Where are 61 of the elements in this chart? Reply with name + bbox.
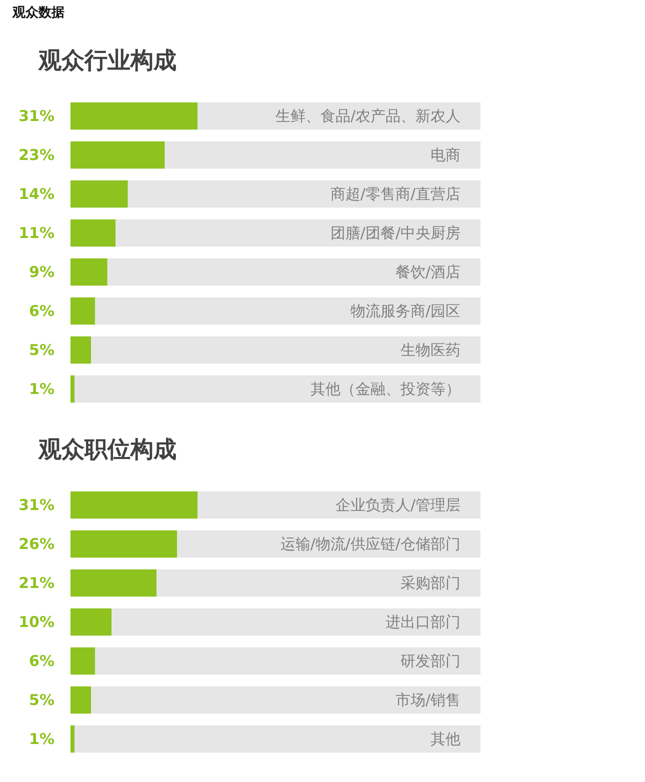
bar	[70, 725, 75, 753]
bar	[70, 141, 165, 169]
bar	[70, 180, 128, 208]
bar	[70, 219, 116, 247]
bar	[95, 647, 480, 675]
bar	[156, 569, 480, 597]
y-tick-label: 生鲜、食品/农产品、新农人	[275, 107, 461, 125]
bar	[70, 686, 91, 714]
data-label: 11%	[18, 224, 55, 242]
y-tick-label: 商超/零售商/直营店	[330, 185, 460, 203]
bar	[164, 141, 480, 169]
bar	[70, 336, 91, 364]
bar	[95, 297, 480, 325]
bar	[70, 375, 75, 403]
chart-title: 观众职位构成	[38, 437, 176, 463]
y-tick-label: 运输/物流/供应链/仓储部门	[280, 535, 461, 553]
y-tick-label: 市场/销售	[395, 691, 461, 709]
data-label: 21%	[18, 574, 55, 592]
y-tick-label: 物流服务商/园区	[350, 302, 461, 320]
bar	[116, 219, 480, 247]
data-label: 6%	[29, 302, 54, 320]
data-label: 10%	[18, 613, 55, 631]
bar	[70, 569, 157, 597]
bar	[107, 258, 480, 286]
y-tick-label: 采购部门	[400, 574, 460, 592]
bar	[70, 258, 108, 286]
bar	[198, 491, 480, 519]
data-label: 5%	[29, 691, 54, 709]
y-tick-label: 电商	[430, 146, 460, 164]
bar	[70, 647, 96, 675]
text: 观众数据	[12, 6, 64, 20]
bar	[112, 608, 480, 636]
bar	[70, 297, 96, 325]
y-tick-label: 餐饮/酒店	[395, 263, 461, 281]
y-tick-label: 团膳/团餐/中央厨房	[330, 224, 460, 242]
bar	[70, 530, 178, 558]
bar	[91, 686, 480, 714]
data-label: 23%	[18, 146, 55, 164]
data-label: 1%	[29, 730, 54, 748]
bar	[70, 102, 198, 130]
bar	[74, 375, 480, 403]
y-tick-label: 生物医药	[400, 341, 460, 359]
bar	[74, 725, 480, 753]
y-tick-label: 企业负责人/管理层	[335, 496, 461, 514]
data-label: 9%	[29, 263, 54, 281]
bar	[91, 336, 480, 364]
y-tick-label: 其他	[430, 730, 460, 748]
data-label: 14%	[18, 185, 55, 203]
y-tick-label: 研发部门	[400, 652, 460, 670]
chart-title: 观众行业构成	[38, 48, 176, 74]
bar	[128, 180, 480, 208]
y-tick-label: 进出口部门	[386, 613, 460, 631]
data-label: 1%	[29, 380, 54, 398]
data-label: 31%	[18, 107, 55, 125]
bar	[70, 608, 112, 636]
y-tick-label: 其他（金融、投资等）	[310, 380, 460, 398]
data-label: 31%	[18, 496, 55, 514]
data-label: 5%	[29, 341, 54, 359]
data-label: 26%	[18, 535, 55, 553]
bar	[70, 491, 198, 519]
data-label: 6%	[29, 652, 54, 670]
